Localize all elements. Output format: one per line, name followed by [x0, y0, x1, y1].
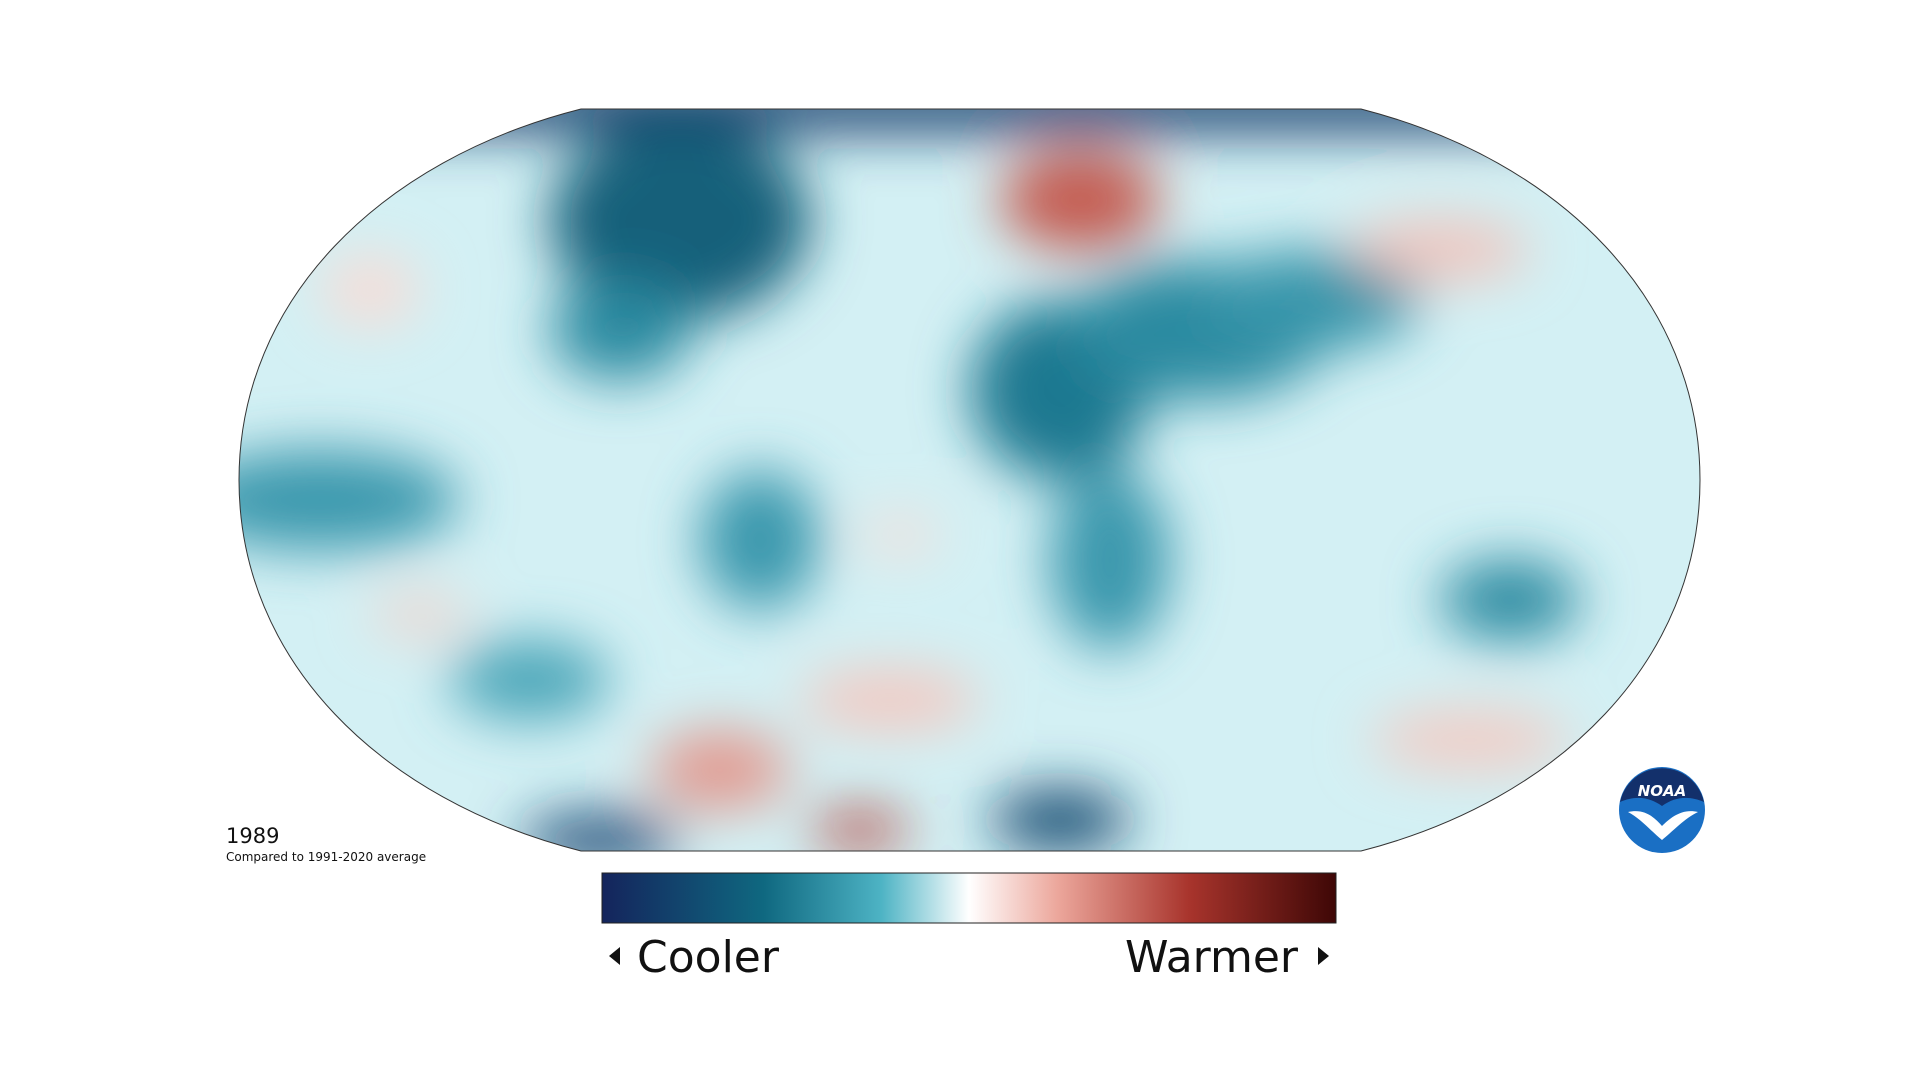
baseline-note: Compared to 1991-2020 average	[226, 850, 426, 864]
noaa-logo: NOAA	[1619, 767, 1705, 853]
cooler-label: Cooler	[637, 932, 780, 983]
warmer-label: Warmer	[1125, 932, 1299, 983]
arrow-right	[1318, 947, 1329, 965]
map-outline	[238, 108, 1701, 852]
logo-text: NOAA	[1638, 782, 1687, 800]
arrow-left	[609, 947, 620, 965]
color-bar	[601, 872, 1337, 924]
anomaly-map	[239, 109, 1700, 851]
year-label: 1989	[226, 824, 279, 848]
